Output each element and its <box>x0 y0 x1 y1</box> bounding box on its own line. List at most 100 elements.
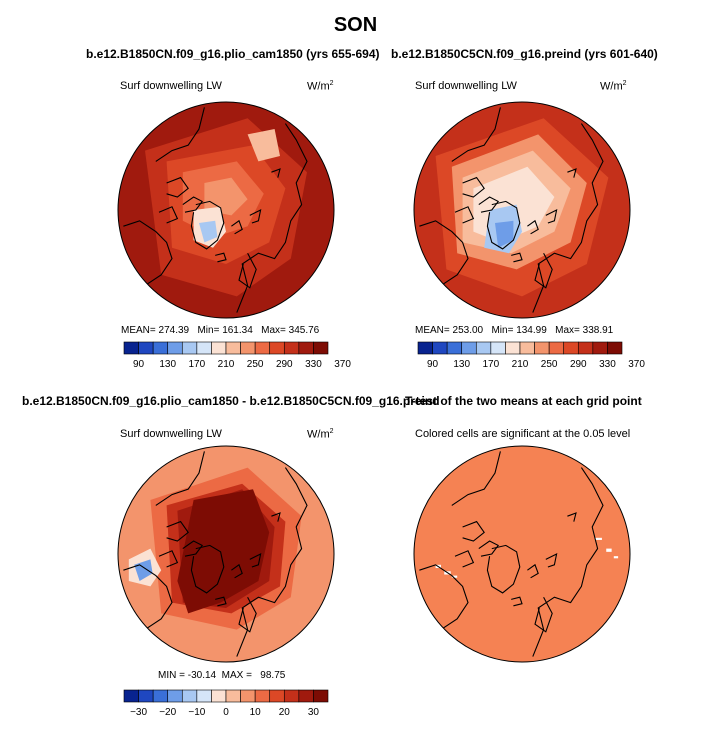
coastline-segment <box>236 123 308 313</box>
field-band <box>128 548 162 587</box>
panel-4-subtitle: Colored cells are significant at the 0.0… <box>415 428 631 440</box>
coastline-segment <box>527 219 539 235</box>
panel-1-variable-label: Surf downwelling LW <box>120 80 222 92</box>
field-band <box>247 129 280 162</box>
coastline-segment <box>451 451 501 506</box>
coastline-segment <box>231 219 243 235</box>
colorbar-swatch <box>475 341 492 355</box>
map-border <box>413 445 631 663</box>
panel-3-stats: MIN = -30.14 MAX = 98.75 <box>158 670 286 681</box>
colorbar-swatch <box>592 341 608 355</box>
field-band <box>451 134 587 270</box>
colorbar-swatch <box>123 689 139 703</box>
colorbar-swatch <box>432 341 448 355</box>
colorbar-tick-label: 90 <box>427 359 439 370</box>
coastline-segment <box>527 563 539 579</box>
colorbar-swatch <box>563 341 579 355</box>
coastline-segment <box>419 220 469 287</box>
colorbar-swatch <box>269 689 285 703</box>
colorbar-tick-label: 90 <box>133 359 145 370</box>
coastline-segment <box>155 451 205 506</box>
map-border <box>413 101 631 319</box>
colorbar-swatch <box>446 341 463 355</box>
panel-2-units: W/m2 <box>600 80 627 93</box>
panel-3-units: W/m2 <box>307 428 334 441</box>
colorbar-swatch <box>254 341 271 355</box>
panel-4-title: T-test of the two means at each grid poi… <box>405 394 642 408</box>
colorbar-tick-label: 290 <box>276 359 293 370</box>
colorbar-tick-label: 30 <box>308 707 320 718</box>
colorbar-swatch <box>283 341 300 355</box>
colorbar-swatch <box>577 341 594 355</box>
colorbar-swatch <box>181 689 198 703</box>
coastline-segment <box>567 168 577 178</box>
coastline-segment <box>238 596 257 633</box>
panel-1-stats: MEAN= 274.39 Min= 161.34 Max= 345.76 <box>121 325 320 336</box>
colorbar-swatch <box>196 689 212 703</box>
coastline-segment <box>478 196 500 213</box>
coastline-segment <box>182 196 204 213</box>
colorbar-swatch <box>138 689 154 703</box>
coastline-segment <box>511 252 523 263</box>
colorbar-swatch <box>313 341 329 355</box>
colorbar-swatch <box>123 341 139 355</box>
field-band <box>193 206 226 248</box>
coastline-segment <box>532 123 604 313</box>
colorbar-tick-label: 330 <box>599 359 616 370</box>
field-band <box>145 118 307 297</box>
colorbar-tick-label: 250 <box>541 359 558 370</box>
coastline-segment <box>249 553 262 568</box>
colorbar-swatch <box>225 689 241 703</box>
coastline-segment <box>123 564 173 631</box>
coastline-segment <box>545 553 558 568</box>
field-band <box>435 118 609 297</box>
colorbar-swatch <box>490 341 506 355</box>
field-base <box>118 102 334 318</box>
coastline-segment <box>462 176 485 198</box>
colorbar-tick-label: 250 <box>247 359 264 370</box>
colorbar-tick-label: 210 <box>512 359 529 370</box>
colorbar-tick-label: 290 <box>570 359 587 370</box>
map-field-4 <box>414 446 630 662</box>
colorbar-swatch <box>548 341 565 355</box>
colorbar-tick-label: 370 <box>334 359 351 370</box>
colorbar-swatch <box>167 689 183 703</box>
colorbar-swatch <box>283 689 300 703</box>
colorbar-swatch <box>152 341 169 355</box>
coastline-segment <box>238 252 257 289</box>
field-band <box>166 145 286 264</box>
coastline-segment <box>249 209 262 224</box>
colorbar-3: −30 −20 −10 0 10 20 30 <box>123 689 329 718</box>
colorbar-swatch <box>254 689 271 703</box>
coastline-segment <box>451 107 501 162</box>
colorbar-swatch <box>607 341 623 355</box>
coastline-segment <box>545 209 558 224</box>
field-band <box>166 483 286 614</box>
coastline-segment <box>454 550 475 568</box>
colorbar-swatch <box>417 341 433 355</box>
coastline-segment <box>271 512 281 522</box>
nonsignificant-cell <box>444 571 451 575</box>
colorbar-tick-label: 0 <box>223 707 229 718</box>
coastline-segment <box>182 540 204 557</box>
nonsignificant-cell <box>595 537 602 540</box>
colorbar-swatch <box>505 341 521 355</box>
coastline-segment <box>190 544 225 594</box>
coastline-segment <box>236 467 308 657</box>
colorbar-swatch <box>534 341 550 355</box>
map-border <box>117 101 335 319</box>
coastline-segment <box>123 220 173 287</box>
coastline-segment <box>158 550 179 568</box>
colorbar-swatch <box>298 341 314 355</box>
colorbar-tick-label: −10 <box>188 707 205 718</box>
colorbar-swatch <box>211 341 227 355</box>
field-base <box>414 102 630 318</box>
coastline-segment <box>534 596 553 633</box>
map-field-2 <box>414 102 630 318</box>
coastline-segment <box>190 200 225 250</box>
panel-2-stats: MEAN= 253.00 Min= 134.99 Max= 338.91 <box>415 325 614 336</box>
field-band <box>177 489 275 608</box>
colorbar-swatch <box>240 689 256 703</box>
